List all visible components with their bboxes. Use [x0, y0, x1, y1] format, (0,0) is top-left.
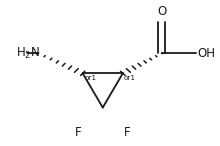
Text: F: F: [75, 126, 82, 139]
Text: or1: or1: [124, 75, 136, 81]
Text: O: O: [157, 5, 167, 18]
Text: H$_2$N: H$_2$N: [16, 46, 40, 61]
Text: F: F: [124, 126, 130, 139]
Text: or1: or1: [85, 75, 97, 81]
Text: OH: OH: [198, 47, 216, 60]
